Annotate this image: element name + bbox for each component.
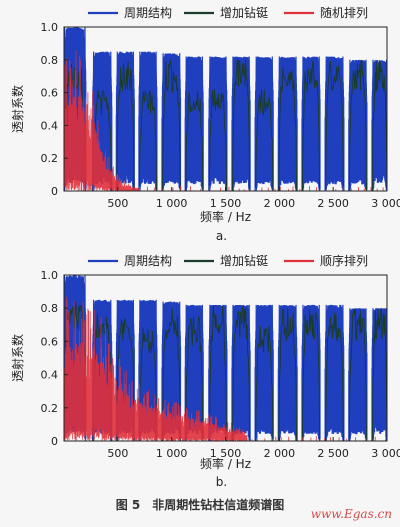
y-tick-label: 1.0 [41,269,59,282]
x-axis-label: 频率 / Hz [200,456,251,471]
y-tick-label: 0.6 [41,335,59,348]
series-2-band-7 [208,89,228,191]
y-axis-label: 透射系数 [10,334,25,382]
legend-label-3: 顺序排列 [320,253,368,268]
x-axis-label: 频率 / Hz [200,209,251,224]
series-2-band-4 [138,90,158,191]
series-1-band-10 [277,56,298,191]
legend-label-3: 随机排列 [320,5,368,20]
series-2-band-12 [325,61,344,191]
panel-label: b. [216,475,227,489]
series-2-band-7 [208,305,228,441]
chart-panel-2: 0 0.2 0.4 0.6 0.8 1.0 500 1 000 1 500 2 000 2 500 3… [10,253,400,489]
series-2-band-13 [348,308,367,441]
y-tick-label: 0 [51,435,58,448]
series-2-band-14 [372,60,387,191]
series-1-band-9 [254,304,274,441]
y-tick-label: 0.4 [41,119,59,132]
series-2-band-5 [162,308,181,441]
y-axis-label: 透射系数 [10,85,25,133]
series-3-tail [139,186,384,191]
series-2-band-12 [325,312,344,441]
series-2-band-1 [64,64,86,191]
x-tick-label: 500 [107,197,128,210]
y-tick-label: 0 [51,185,58,198]
y-tick-label: 0.8 [41,54,59,67]
series-2-band-14 [372,308,387,441]
series-3-trace [64,50,140,191]
legend: 周期结构 增加钻铤 顺序排列 [88,253,368,268]
series-2-band-11 [302,60,321,191]
series-2-band-13 [348,59,367,191]
x-tick-label: 2 000 [264,447,296,460]
series-1-band-7 [208,56,228,191]
x-tick-label: 3 000 [371,197,400,210]
y-tick-label: 0.2 [41,152,59,165]
series-3-lines [64,296,386,441]
legend-label-2: 增加钻铤 [220,253,268,268]
x-tick-label: 500 [107,447,128,460]
x-tick-label: 1 000 [156,447,188,460]
series-2-band-8 [232,59,251,191]
series-3-trace [64,296,248,441]
x-tick-label: 1 000 [156,197,188,210]
series-1-lines [64,27,387,191]
series-2-band-3 [116,318,135,441]
legend: 周期结构 增加钻铤 随机排列 [88,5,368,20]
chart-panel-1: 0 0.2 0.4 0.6 0.8 1.0 500 1 000 1 500 2 000 2 500 3… [10,5,400,243]
series-2-band-9 [255,89,274,191]
x-tick-label: 2 000 [264,197,296,210]
y-tick-label: 0.2 [41,402,59,415]
watermark: www.Egas.cn [310,507,392,521]
plot-area [64,275,387,441]
y-tick-label: 0.8 [41,302,59,315]
series-2-band-8 [232,305,251,441]
y-tick-label: 0.6 [41,87,59,100]
plot-area [64,27,387,191]
panel-label: a. [216,229,227,243]
series-1-band-9 [254,56,274,191]
series-2-band-10 [278,67,298,191]
figure-caption: 图 5 非周期性钻柱信道频谱图 [115,498,285,512]
x-tick-label: 2 500 [317,197,349,210]
series-2-band-6 [185,316,204,441]
y-tick-label: 1.0 [41,21,59,34]
x-tick-label: 2 500 [317,447,349,460]
series-3-lines [64,50,384,191]
series-1-band-4 [138,51,158,191]
series-2-lines [64,59,387,191]
series-2-band-2 [92,90,112,191]
series-2-band-4 [138,328,158,441]
series-2-band-3 [116,61,135,191]
series-2-band-9 [255,325,274,441]
x-tick-label: 1 500 [210,447,242,460]
series-2-band-10 [278,308,298,441]
series-1-lines [64,275,387,441]
x-tick-label: 1 500 [210,197,242,210]
series-2-band-11 [302,310,321,441]
series-2-band-2 [92,313,112,441]
series-2-band-5 [162,60,181,191]
legend-label-1: 周期结构 [124,5,172,20]
legend-label-2: 增加钻铤 [220,5,268,20]
y-tick-label: 0.4 [41,369,59,382]
series-3-tail [246,436,386,441]
legend-label-1: 周期结构 [124,253,172,268]
x-tick-label: 3 000 [371,447,400,460]
series-2-band-6 [185,90,204,191]
series-2-lines [64,301,387,441]
